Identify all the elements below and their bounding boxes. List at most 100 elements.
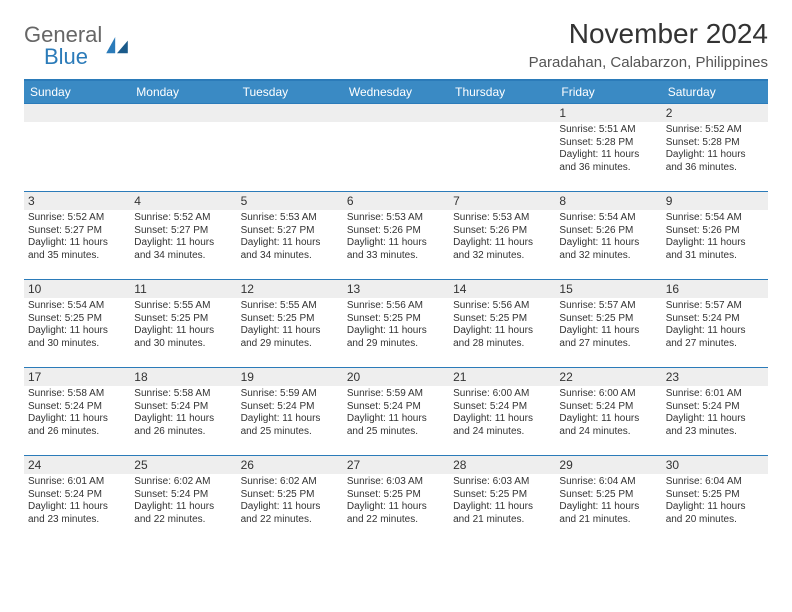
- day-details: [24, 122, 130, 172]
- daylight-text: Daylight: 11 hours and 29 minutes.: [347, 325, 445, 350]
- calendar-week-row: 17Sunrise: 5:58 AMSunset: 5:24 PMDayligh…: [24, 368, 768, 456]
- brand-logo: General Blue: [24, 18, 128, 68]
- sunrise-text: Sunrise: 5:52 AM: [666, 124, 764, 137]
- day-number: [24, 104, 130, 122]
- calendar-day-cell: 2Sunrise: 5:52 AMSunset: 5:28 PMDaylight…: [662, 104, 768, 192]
- calendar-day-cell: 29Sunrise: 6:04 AMSunset: 5:25 PMDayligh…: [555, 456, 661, 544]
- calendar-day-cell: [130, 104, 236, 192]
- day-details: Sunrise: 6:04 AMSunset: 5:25 PMDaylight:…: [555, 474, 661, 528]
- day-details: Sunrise: 6:01 AMSunset: 5:24 PMDaylight:…: [24, 474, 130, 528]
- calendar-day-cell: 26Sunrise: 6:02 AMSunset: 5:25 PMDayligh…: [237, 456, 343, 544]
- sunset-text: Sunset: 5:24 PM: [453, 401, 551, 414]
- day-details: Sunrise: 5:59 AMSunset: 5:24 PMDaylight:…: [343, 386, 449, 440]
- sunrise-text: Sunrise: 5:54 AM: [559, 212, 657, 225]
- brand-text: General Blue: [24, 24, 102, 68]
- sunset-text: Sunset: 5:25 PM: [453, 489, 551, 502]
- sunset-text: Sunset: 5:24 PM: [666, 401, 764, 414]
- calendar-day-cell: 27Sunrise: 6:03 AMSunset: 5:25 PMDayligh…: [343, 456, 449, 544]
- day-number: 9: [662, 192, 768, 210]
- day-details: Sunrise: 5:54 AMSunset: 5:26 PMDaylight:…: [555, 210, 661, 264]
- day-number: 1: [555, 104, 661, 122]
- daylight-text: Daylight: 11 hours and 23 minutes.: [666, 413, 764, 438]
- calendar-day-cell: 1Sunrise: 5:51 AMSunset: 5:28 PMDaylight…: [555, 104, 661, 192]
- day-number: 5: [237, 192, 343, 210]
- sunrise-text: Sunrise: 6:00 AM: [453, 388, 551, 401]
- sunrise-text: Sunrise: 5:54 AM: [666, 212, 764, 225]
- calendar-day-cell: 16Sunrise: 5:57 AMSunset: 5:24 PMDayligh…: [662, 280, 768, 368]
- sunrise-text: Sunrise: 5:58 AM: [28, 388, 126, 401]
- day-details: Sunrise: 5:52 AMSunset: 5:27 PMDaylight:…: [130, 210, 236, 264]
- day-number: 7: [449, 192, 555, 210]
- day-details: [449, 122, 555, 172]
- sunrise-text: Sunrise: 6:04 AM: [559, 476, 657, 489]
- sunrise-text: Sunrise: 5:53 AM: [453, 212, 551, 225]
- sunrise-text: Sunrise: 5:58 AM: [134, 388, 232, 401]
- brand-line1: General: [24, 24, 102, 46]
- day-number: [449, 104, 555, 122]
- calendar-day-cell: 12Sunrise: 5:55 AMSunset: 5:25 PMDayligh…: [237, 280, 343, 368]
- day-details: Sunrise: 5:56 AMSunset: 5:25 PMDaylight:…: [343, 298, 449, 352]
- day-details: Sunrise: 5:58 AMSunset: 5:24 PMDaylight:…: [24, 386, 130, 440]
- daylight-text: Daylight: 11 hours and 34 minutes.: [241, 237, 339, 262]
- day-number: 18: [130, 368, 236, 386]
- day-number: 29: [555, 456, 661, 474]
- sunset-text: Sunset: 5:25 PM: [28, 313, 126, 326]
- day-number: 27: [343, 456, 449, 474]
- daylight-text: Daylight: 11 hours and 24 minutes.: [559, 413, 657, 438]
- day-details: Sunrise: 5:54 AMSunset: 5:26 PMDaylight:…: [662, 210, 768, 264]
- day-number: 30: [662, 456, 768, 474]
- sunrise-text: Sunrise: 6:04 AM: [666, 476, 764, 489]
- day-number: 20: [343, 368, 449, 386]
- sunset-text: Sunset: 5:25 PM: [559, 313, 657, 326]
- day-details: Sunrise: 6:02 AMSunset: 5:25 PMDaylight:…: [237, 474, 343, 528]
- daylight-text: Daylight: 11 hours and 20 minutes.: [666, 501, 764, 526]
- weekday-header: Friday: [555, 80, 661, 104]
- day-details: [237, 122, 343, 172]
- day-number: [343, 104, 449, 122]
- sunset-text: Sunset: 5:26 PM: [666, 225, 764, 238]
- day-details: Sunrise: 5:52 AMSunset: 5:28 PMDaylight:…: [662, 122, 768, 176]
- weekday-header: Sunday: [24, 80, 130, 104]
- day-details: Sunrise: 6:00 AMSunset: 5:24 PMDaylight:…: [555, 386, 661, 440]
- day-details: Sunrise: 6:04 AMSunset: 5:25 PMDaylight:…: [662, 474, 768, 528]
- title-block: November 2024 Paradahan, Calabarzon, Phi…: [529, 18, 768, 71]
- sunset-text: Sunset: 5:27 PM: [28, 225, 126, 238]
- calendar-day-cell: 6Sunrise: 5:53 AMSunset: 5:26 PMDaylight…: [343, 192, 449, 280]
- daylight-text: Daylight: 11 hours and 24 minutes.: [453, 413, 551, 438]
- sunset-text: Sunset: 5:28 PM: [559, 137, 657, 150]
- sunset-text: Sunset: 5:25 PM: [241, 313, 339, 326]
- sunset-text: Sunset: 5:25 PM: [347, 489, 445, 502]
- day-details: [343, 122, 449, 172]
- day-details: Sunrise: 5:57 AMSunset: 5:24 PMDaylight:…: [662, 298, 768, 352]
- calendar-day-cell: 15Sunrise: 5:57 AMSunset: 5:25 PMDayligh…: [555, 280, 661, 368]
- calendar-week-row: 1Sunrise: 5:51 AMSunset: 5:28 PMDaylight…: [24, 104, 768, 192]
- day-number: 25: [130, 456, 236, 474]
- calendar-day-cell: 10Sunrise: 5:54 AMSunset: 5:25 PMDayligh…: [24, 280, 130, 368]
- day-number: 19: [237, 368, 343, 386]
- sunrise-text: Sunrise: 5:53 AM: [347, 212, 445, 225]
- sunrise-text: Sunrise: 6:01 AM: [28, 476, 126, 489]
- sunrise-text: Sunrise: 6:02 AM: [134, 476, 232, 489]
- sunrise-text: Sunrise: 5:53 AM: [241, 212, 339, 225]
- sunrise-text: Sunrise: 6:00 AM: [559, 388, 657, 401]
- day-number: [237, 104, 343, 122]
- day-number: 22: [555, 368, 661, 386]
- day-details: Sunrise: 5:53 AMSunset: 5:26 PMDaylight:…: [449, 210, 555, 264]
- daylight-text: Daylight: 11 hours and 28 minutes.: [453, 325, 551, 350]
- calendar-day-cell: 14Sunrise: 5:56 AMSunset: 5:25 PMDayligh…: [449, 280, 555, 368]
- sunset-text: Sunset: 5:24 PM: [559, 401, 657, 414]
- daylight-text: Daylight: 11 hours and 32 minutes.: [453, 237, 551, 262]
- sunset-text: Sunset: 5:28 PM: [666, 137, 764, 150]
- calendar-day-cell: 13Sunrise: 5:56 AMSunset: 5:25 PMDayligh…: [343, 280, 449, 368]
- daylight-text: Daylight: 11 hours and 25 minutes.: [241, 413, 339, 438]
- sunset-text: Sunset: 5:25 PM: [666, 489, 764, 502]
- calendar-week-row: 3Sunrise: 5:52 AMSunset: 5:27 PMDaylight…: [24, 192, 768, 280]
- daylight-text: Daylight: 11 hours and 29 minutes.: [241, 325, 339, 350]
- calendar-day-cell: 18Sunrise: 5:58 AMSunset: 5:24 PMDayligh…: [130, 368, 236, 456]
- calendar-day-cell: 28Sunrise: 6:03 AMSunset: 5:25 PMDayligh…: [449, 456, 555, 544]
- daylight-text: Daylight: 11 hours and 23 minutes.: [28, 501, 126, 526]
- sunrise-text: Sunrise: 6:02 AM: [241, 476, 339, 489]
- sunrise-text: Sunrise: 6:01 AM: [666, 388, 764, 401]
- day-number: 23: [662, 368, 768, 386]
- daylight-text: Daylight: 11 hours and 36 minutes.: [666, 149, 764, 174]
